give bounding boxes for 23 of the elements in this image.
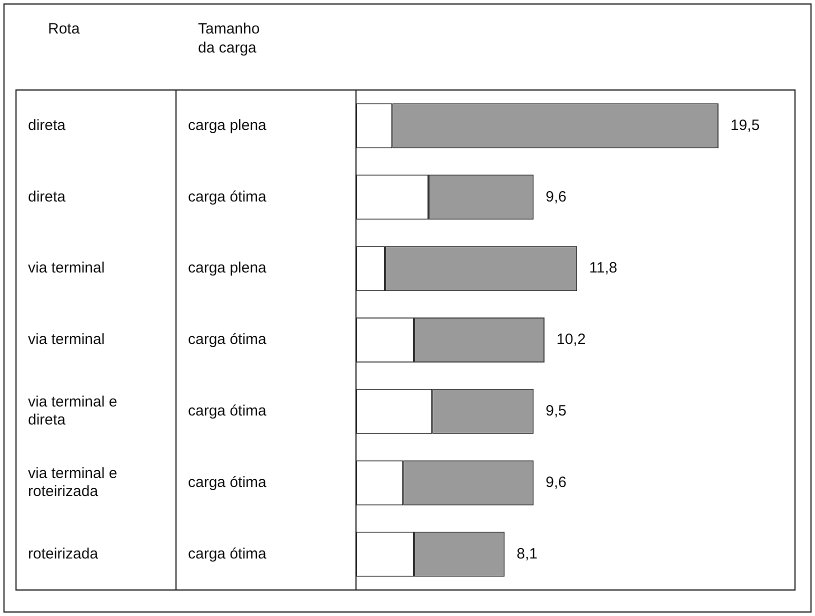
y-tick-label: roteirizada (28, 545, 99, 562)
y-axis-title: Rota (48, 20, 80, 38)
y2-tick-label: carga ótima (188, 545, 268, 562)
annotation: 9,6 (546, 188, 566, 206)
y-tick-label: via terminal (28, 260, 105, 277)
text: 19,5 (730, 116, 760, 134)
y2-tick-label: carga ótima (188, 474, 268, 491)
annotation: 9,6 (546, 474, 566, 491)
y-tick-label: direta (28, 188, 66, 206)
y-tick-label: via terminal (28, 331, 105, 348)
y2-tick-label: carga plena (188, 116, 268, 134)
annotation: 10,2 (556, 331, 586, 348)
y-tick-label: via terminal e roteirizada (28, 465, 118, 500)
annotation: 11,8 (589, 260, 618, 277)
y2-tick-label: carga plena (188, 260, 268, 277)
annotation: 9,5 (546, 402, 566, 420)
y2-tick-label: carga ótima (188, 188, 268, 206)
annotation: 8,1 (516, 545, 538, 562)
y2-tick-label: carga ótima (188, 331, 268, 348)
y-tick-label: direta (28, 116, 66, 134)
y2-tick-label: carga ótima (188, 402, 268, 420)
y2-axis-title: Tamanho da carga (198, 20, 260, 57)
y-tick-label: via terminal e direta (28, 394, 118, 429)
